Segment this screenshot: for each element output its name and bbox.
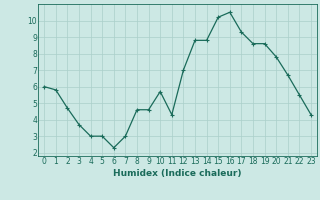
X-axis label: Humidex (Indice chaleur): Humidex (Indice chaleur) bbox=[113, 169, 242, 178]
